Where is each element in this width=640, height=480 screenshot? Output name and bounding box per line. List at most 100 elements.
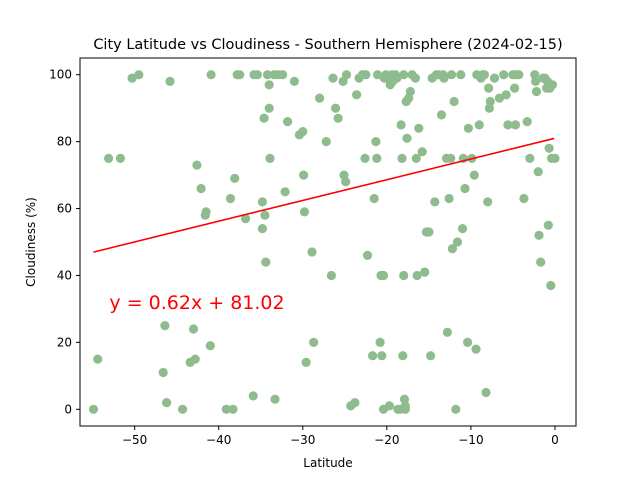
data-point [201,207,211,217]
data-point [420,267,430,277]
data-point [301,357,311,367]
data-point [278,70,288,80]
data-point [474,120,484,130]
data-point [264,103,274,113]
regression-line [93,137,555,253]
data-point [398,351,408,361]
data-point [396,120,406,130]
data-point [501,90,511,100]
data-point [444,193,454,204]
data-point [543,220,553,230]
data-point [260,210,270,220]
data-point [326,270,336,281]
data-point [261,257,271,267]
data-point [384,401,394,411]
data-point [489,73,500,83]
data-point [371,137,381,147]
data-point [485,96,495,107]
regression-equation: y = 0.62x + 81.02 [109,292,284,314]
data-point [522,117,532,127]
data-point [289,76,299,86]
data-point [430,197,440,207]
data-point [449,96,459,107]
data-point [206,70,216,80]
data-point [248,391,258,401]
x-tick-label: 0 [551,433,559,447]
data-point [360,153,370,163]
data-point [350,398,360,408]
y-tick-label: 60 [57,202,72,216]
data-point [309,337,319,347]
data-point [331,103,341,113]
data-point [298,127,308,137]
data-point [533,167,543,177]
data-point [530,70,540,80]
points-layer [88,70,560,414]
data-point [460,183,470,194]
data-point [471,344,481,354]
x-tick-label: −20 [374,433,399,447]
data-point [451,404,461,414]
data-point [399,394,410,404]
data-point [400,401,410,411]
data-point [510,120,521,130]
data-point [352,90,362,100]
data-point [534,230,544,240]
data-point [205,341,215,351]
data-point [503,120,513,130]
data-point [368,351,378,361]
data-point [410,73,420,83]
data-point [115,153,125,163]
data-point [341,70,352,80]
data-point [165,76,175,86]
data-point [192,160,202,170]
data-point [283,117,293,127]
data-point [397,153,407,163]
x-axis-label: Latitude [303,456,352,470]
data-point [361,70,371,80]
data-point [378,270,389,281]
plot-frame [79,57,577,427]
data-point [230,173,240,183]
data-point [372,153,382,163]
data-point [547,80,558,90]
data-point [369,193,379,204]
y-axis-label: Cloudiness (%) [24,197,38,287]
data-point [484,103,494,113]
data-point [178,404,188,414]
data-point [257,197,267,207]
data-point [439,73,449,83]
data-point [436,110,447,120]
data-point [235,70,245,80]
y-axis-ticks: 0 20 40 60 80 100 [49,68,80,416]
x-axis-ticks: −50 −40 −30 −20 −10 0 [122,426,559,447]
data-point [452,237,463,247]
data-point [134,70,144,80]
chart-title: City Latitude vs Cloudiness - Southern H… [93,37,562,53]
data-point [411,153,421,163]
y-tick-label: 0 [64,402,72,416]
data-point [399,70,409,80]
data-point [484,83,494,93]
data-point [456,70,466,80]
data-point [221,404,231,414]
x-tick-label: −10 [458,433,483,447]
data-point [531,76,541,86]
data-point [546,280,556,291]
data-point [190,354,200,364]
data-point [375,337,385,347]
data-point [104,153,114,163]
data-point [362,250,373,260]
y-tick-label: 40 [57,268,72,282]
data-point [299,170,309,180]
data-point [88,404,99,414]
data-point [481,387,491,398]
data-point [463,123,473,133]
data-point [341,177,351,187]
data-point [196,183,206,194]
data-point [519,193,529,204]
data-point [270,394,280,404]
data-point [93,354,103,364]
data-point [509,83,520,93]
